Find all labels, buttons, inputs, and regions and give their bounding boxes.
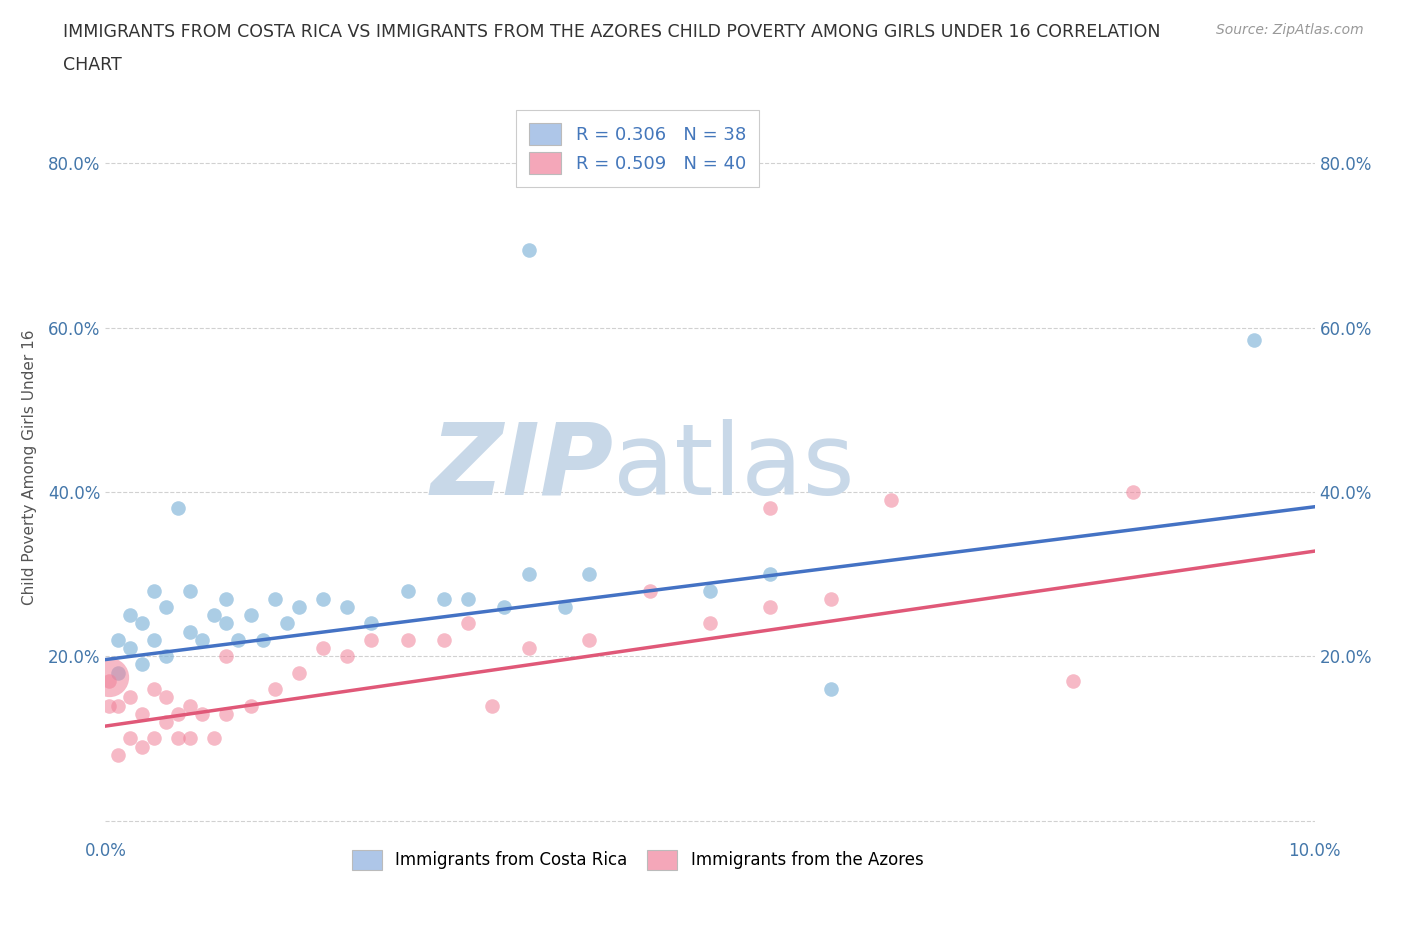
Point xyxy=(179,583,201,598)
Point xyxy=(312,591,335,606)
Point xyxy=(142,682,165,697)
Point xyxy=(167,501,190,516)
Point xyxy=(360,632,382,647)
Point xyxy=(167,731,190,746)
Point xyxy=(191,707,214,722)
Point xyxy=(263,682,285,697)
Point xyxy=(457,616,479,631)
Point xyxy=(699,583,721,598)
Point xyxy=(1243,333,1265,348)
Point xyxy=(107,748,129,763)
Text: IMMIGRANTS FROM COSTA RICA VS IMMIGRANTS FROM THE AZORES CHILD POVERTY AMONG GIR: IMMIGRANTS FROM COSTA RICA VS IMMIGRANTS… xyxy=(63,23,1161,41)
Point xyxy=(481,698,503,713)
Point xyxy=(578,566,600,581)
Y-axis label: Child Poverty Among Girls Under 16: Child Poverty Among Girls Under 16 xyxy=(22,329,37,605)
Point xyxy=(517,242,540,257)
Point xyxy=(131,616,153,631)
Point xyxy=(239,608,262,623)
Text: Source: ZipAtlas.com: Source: ZipAtlas.com xyxy=(1216,23,1364,37)
Point xyxy=(107,632,129,647)
Point xyxy=(98,698,121,713)
Point xyxy=(433,591,456,606)
Point xyxy=(228,632,250,647)
Point xyxy=(360,616,382,631)
Point xyxy=(517,641,540,656)
Point xyxy=(118,608,141,623)
Point xyxy=(276,616,298,631)
Point xyxy=(638,583,661,598)
Point xyxy=(215,616,238,631)
Point xyxy=(179,698,201,713)
Point xyxy=(131,739,153,754)
Point xyxy=(142,731,165,746)
Point xyxy=(107,698,129,713)
Point xyxy=(215,649,238,664)
Point xyxy=(239,698,262,713)
Point xyxy=(179,624,201,639)
Point xyxy=(107,665,129,680)
Point xyxy=(312,641,335,656)
Point xyxy=(433,632,456,647)
Point xyxy=(98,673,121,688)
Point xyxy=(252,632,274,647)
Point xyxy=(155,690,177,705)
Point xyxy=(880,493,903,508)
Point xyxy=(396,583,419,598)
Point xyxy=(118,641,141,656)
Point xyxy=(759,600,782,615)
Text: CHART: CHART xyxy=(63,56,122,73)
Point xyxy=(578,632,600,647)
Point xyxy=(155,649,177,664)
Point xyxy=(288,600,311,615)
Point xyxy=(517,566,540,581)
Text: atlas: atlas xyxy=(613,418,855,516)
Point xyxy=(820,682,842,697)
Point xyxy=(155,714,177,729)
Point xyxy=(336,649,359,664)
Legend: Immigrants from Costa Rica, Immigrants from the Azores: Immigrants from Costa Rica, Immigrants f… xyxy=(344,844,929,877)
Point xyxy=(131,707,153,722)
Point xyxy=(1122,485,1144,499)
Point xyxy=(396,632,419,647)
Point xyxy=(759,501,782,516)
Point xyxy=(457,591,479,606)
Point xyxy=(142,583,165,598)
Point xyxy=(336,600,359,615)
Point xyxy=(98,670,121,684)
Point xyxy=(554,600,576,615)
Point xyxy=(759,566,782,581)
Point xyxy=(1062,673,1084,688)
Point xyxy=(288,665,311,680)
Point xyxy=(118,731,141,746)
Point xyxy=(263,591,285,606)
Point xyxy=(167,707,190,722)
Point xyxy=(155,600,177,615)
Point xyxy=(118,690,141,705)
Point xyxy=(820,591,842,606)
Point xyxy=(131,657,153,671)
Point xyxy=(699,616,721,631)
Point xyxy=(202,731,225,746)
Point xyxy=(179,731,201,746)
Point xyxy=(215,707,238,722)
Point xyxy=(494,600,516,615)
Point xyxy=(215,591,238,606)
Point xyxy=(202,608,225,623)
Text: ZIP: ZIP xyxy=(430,418,613,516)
Point xyxy=(191,632,214,647)
Point xyxy=(142,632,165,647)
